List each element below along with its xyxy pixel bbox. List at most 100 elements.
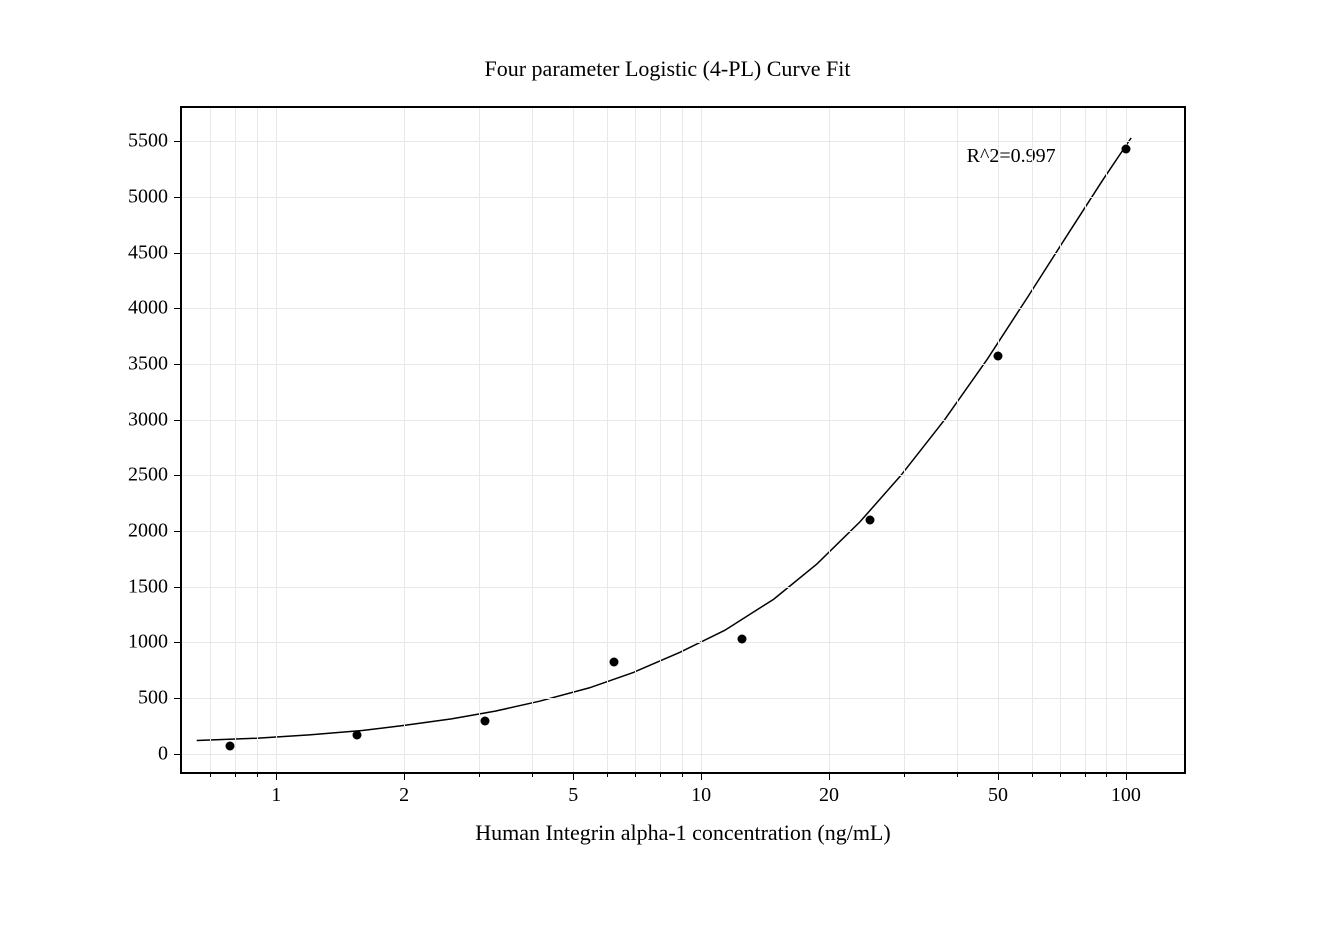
gridline-h [182, 253, 1184, 254]
gridline-v [404, 108, 405, 772]
fit-curve [182, 108, 1184, 772]
tick-y-label: 2000 [128, 520, 168, 543]
data-point [226, 741, 235, 750]
tick-y [174, 642, 182, 643]
tick-y-label: 3500 [128, 353, 168, 376]
tick-x-minor [635, 772, 636, 777]
gridline-h [182, 308, 1184, 309]
tick-x-minor [257, 772, 258, 777]
gridline-h [182, 754, 1184, 755]
tick-y-label: 500 [138, 687, 168, 710]
gridline-v-minor [1085, 108, 1086, 772]
gridline-v-minor [660, 108, 661, 772]
tick-x [573, 772, 574, 780]
data-point [738, 634, 747, 643]
gridline-v-minor [532, 108, 533, 772]
tick-x-label: 10 [691, 784, 711, 807]
gridline-v-minor [210, 108, 211, 772]
gridline-v-minor [257, 108, 258, 772]
gridline-v-minor [1032, 108, 1033, 772]
gridline-h [182, 587, 1184, 588]
tick-y-label: 1500 [128, 575, 168, 598]
tick-y-label: 3000 [128, 408, 168, 431]
tick-x-minor [957, 772, 958, 777]
gridline-v [276, 108, 277, 772]
gridline-h [182, 141, 1184, 142]
tick-y [174, 308, 182, 309]
gridline-h [182, 531, 1184, 532]
tick-y [174, 420, 182, 421]
gridline-h [182, 475, 1184, 476]
gridline-v [829, 108, 830, 772]
gridline-v-minor [635, 108, 636, 772]
tick-y-label: 2500 [128, 464, 168, 487]
plot-area: Median Fluorescence Intensity Human Inte… [180, 106, 1186, 774]
tick-x-label: 50 [988, 784, 1008, 807]
gridline-v-minor [904, 108, 905, 772]
tick-y [174, 698, 182, 699]
data-point [353, 730, 362, 739]
gridline-v [573, 108, 574, 772]
gridline-v-minor [682, 108, 683, 772]
gridline-v [998, 108, 999, 772]
gridline-v-minor [957, 108, 958, 772]
tick-x-minor [532, 772, 533, 777]
tick-x-minor [682, 772, 683, 777]
gridline-v [1126, 108, 1127, 772]
tick-y [174, 364, 182, 365]
tick-x-minor [1106, 772, 1107, 777]
tick-y-label: 1000 [128, 631, 168, 654]
gridline-h [182, 698, 1184, 699]
tick-x-minor [1032, 772, 1033, 777]
tick-y-label: 4000 [128, 297, 168, 320]
tick-y [174, 475, 182, 476]
gridline-v-minor [1060, 108, 1061, 772]
gridline-v-minor [607, 108, 608, 772]
tick-x [701, 772, 702, 780]
tick-x [1126, 772, 1127, 780]
gridline-v-minor [1106, 108, 1107, 772]
tick-y-label: 4500 [128, 241, 168, 264]
tick-y-label: 5000 [128, 186, 168, 209]
tick-x [829, 772, 830, 780]
fit-curve-path [197, 138, 1131, 741]
tick-x-label: 100 [1111, 784, 1141, 807]
tick-x-label: 5 [568, 784, 578, 807]
data-point [610, 657, 619, 666]
gridline-h [182, 420, 1184, 421]
tick-x-label: 1 [271, 784, 281, 807]
tick-x [404, 772, 405, 780]
chart-title: Four parameter Logistic (4-PL) Curve Fit [0, 56, 1335, 82]
gridline-h [182, 642, 1184, 643]
x-axis-label: Human Integrin alpha-1 concentration (ng… [475, 820, 890, 846]
tick-y [174, 531, 182, 532]
tick-x [276, 772, 277, 780]
data-point [480, 717, 489, 726]
tick-x-minor [210, 772, 211, 777]
gridline-v-minor [479, 108, 480, 772]
tick-x-minor [660, 772, 661, 777]
data-point [1121, 145, 1130, 154]
chart-container: Four parameter Logistic (4-PL) Curve Fit… [0, 0, 1335, 929]
tick-y [174, 587, 182, 588]
tick-y [174, 141, 182, 142]
tick-y-label: 0 [158, 742, 168, 765]
tick-x [998, 772, 999, 780]
data-point [866, 515, 875, 524]
tick-x-label: 20 [819, 784, 839, 807]
gridline-v-minor [235, 108, 236, 772]
tick-y [174, 253, 182, 254]
gridline-h [182, 364, 1184, 365]
tick-x-minor [1060, 772, 1061, 777]
data-point [994, 351, 1003, 360]
tick-x-minor [235, 772, 236, 777]
tick-x-minor [1085, 772, 1086, 777]
tick-y [174, 197, 182, 198]
tick-x-label: 2 [399, 784, 409, 807]
r-squared-annotation: R^2=0.997 [967, 145, 1056, 168]
tick-y [174, 754, 182, 755]
gridline-h [182, 197, 1184, 198]
tick-y-label: 5500 [128, 130, 168, 153]
tick-x-minor [607, 772, 608, 777]
tick-x-minor [479, 772, 480, 777]
